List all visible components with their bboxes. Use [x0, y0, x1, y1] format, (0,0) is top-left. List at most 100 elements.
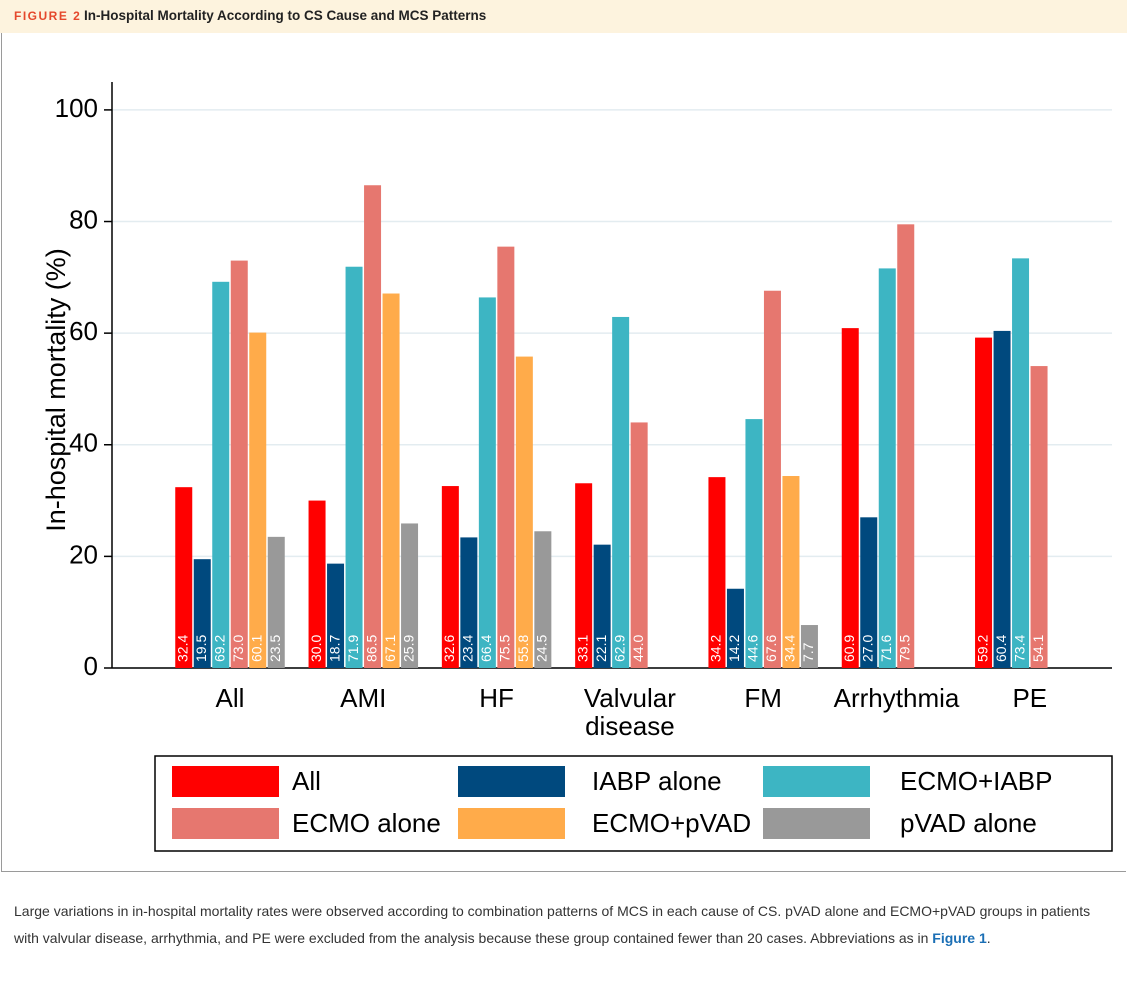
value-label: 25.9	[400, 635, 416, 662]
legend-swatch	[458, 766, 565, 797]
value-label: 19.5	[193, 635, 209, 662]
bar	[534, 531, 552, 668]
value-label: 60.4	[993, 635, 1009, 662]
value-label: 67.1	[382, 635, 398, 662]
legend-box	[154, 755, 1113, 852]
value-label: 33.1	[574, 635, 590, 662]
value-label: 55.8	[515, 635, 531, 662]
value-label: 44.0	[630, 635, 646, 662]
x-tick-label: AMI	[340, 683, 387, 713]
x-tick-label: HF	[479, 683, 514, 713]
legend-swatch	[763, 766, 870, 797]
value-label: 30.0	[308, 635, 324, 662]
bar	[575, 483, 593, 668]
legend-label: IABP alone	[592, 766, 722, 796]
bar	[401, 523, 419, 668]
value-label: 32.6	[441, 635, 457, 662]
x-tick-label: Valvular disease	[583, 683, 676, 741]
figure-link[interactable]: Figure 1	[932, 930, 987, 946]
bar	[708, 477, 726, 668]
value-label: 18.7	[326, 635, 342, 662]
bar	[230, 260, 248, 668]
x-tick-label: All	[215, 683, 245, 713]
bar	[382, 293, 400, 668]
value-label: 69.2	[211, 635, 227, 662]
value-label: 7.7	[800, 642, 816, 662]
value-label: 66.4	[478, 635, 494, 662]
legend-label: All	[292, 766, 321, 796]
bar	[364, 185, 382, 668]
bar	[441, 486, 459, 668]
legend-label: ECMO alone	[292, 808, 441, 838]
value-label: 14.2	[726, 635, 742, 662]
bar	[193, 559, 211, 668]
value-label: 54.1	[1030, 635, 1046, 662]
value-label: 34.2	[708, 635, 724, 662]
bar	[763, 290, 781, 668]
value-label: 73.0	[230, 635, 246, 662]
legend-swatch	[172, 766, 279, 797]
y-tick-label: 60	[69, 316, 98, 346]
bar	[975, 337, 993, 668]
y-tick-label: 20	[69, 539, 98, 569]
legend-swatch	[458, 808, 565, 839]
value-label: 23.4	[460, 635, 476, 662]
figure-title: In-Hospital Mortality According to CS Ca…	[84, 8, 487, 23]
value-label: 27.0	[859, 635, 875, 662]
value-label: 32.4	[174, 635, 190, 662]
value-label: 60.1	[248, 635, 264, 662]
bar	[1030, 366, 1048, 668]
y-tick-label: 0	[84, 651, 98, 681]
bar	[726, 588, 744, 668]
figure-label: FIGURE 2	[14, 9, 82, 23]
bar	[460, 537, 478, 668]
bar	[515, 356, 533, 668]
y-axis-label: In-hospital mortality (%)	[41, 248, 71, 532]
caption: Large variations in in-hospital mortalit…	[14, 898, 1114, 952]
bar	[267, 536, 285, 668]
figure-header: FIGURE 2 In-Hospital Mortality According…	[0, 0, 1127, 33]
value-label: 62.9	[611, 635, 627, 662]
value-label: 22.1	[593, 635, 609, 662]
bar	[841, 328, 859, 668]
x-tick-label: Arrhythmia	[833, 683, 960, 713]
bar	[1012, 258, 1030, 668]
chart: In-hospital mortality (%) 0 20 40 60 80 100 32…	[41, 82, 1113, 852]
bar	[212, 281, 230, 668]
bar	[327, 563, 345, 668]
value-label: 75.5	[497, 635, 513, 662]
bar	[860, 517, 878, 668]
bar	[782, 476, 800, 668]
caption-text: .	[986, 930, 991, 946]
legend-label: ECMO+pVAD	[592, 808, 751, 838]
value-label: 73.4	[1011, 635, 1027, 662]
legend-label: pVAD alone	[900, 808, 1037, 838]
bar	[497, 246, 515, 668]
bar	[800, 625, 818, 668]
x-tick-label: PE	[1012, 683, 1048, 713]
value-label: 60.9	[841, 635, 857, 662]
value-label: 71.9	[345, 635, 361, 662]
value-label: 59.2	[974, 635, 990, 662]
x-tick-label: FM	[744, 683, 782, 713]
bar	[612, 316, 630, 668]
value-label: 67.6	[763, 635, 779, 662]
bar	[993, 330, 1011, 668]
legend-label: ECMO+IABP	[900, 766, 1052, 796]
bar	[745, 419, 763, 668]
figure-frame	[1, 0, 1126, 872]
value-label: 34.4	[782, 635, 798, 662]
y-tick-label: 100	[55, 93, 98, 123]
y-tick-label: 80	[69, 204, 98, 234]
bar	[478, 297, 496, 668]
bar	[249, 332, 267, 668]
bar	[308, 500, 326, 668]
value-label: 24.5	[534, 635, 550, 662]
bar	[897, 224, 915, 669]
value-label: 86.5	[363, 635, 379, 662]
bar	[630, 422, 648, 668]
bar	[345, 266, 363, 668]
value-label: 44.6	[745, 635, 761, 662]
caption-text: Large variations in in-hospital mortalit…	[14, 903, 1091, 946]
